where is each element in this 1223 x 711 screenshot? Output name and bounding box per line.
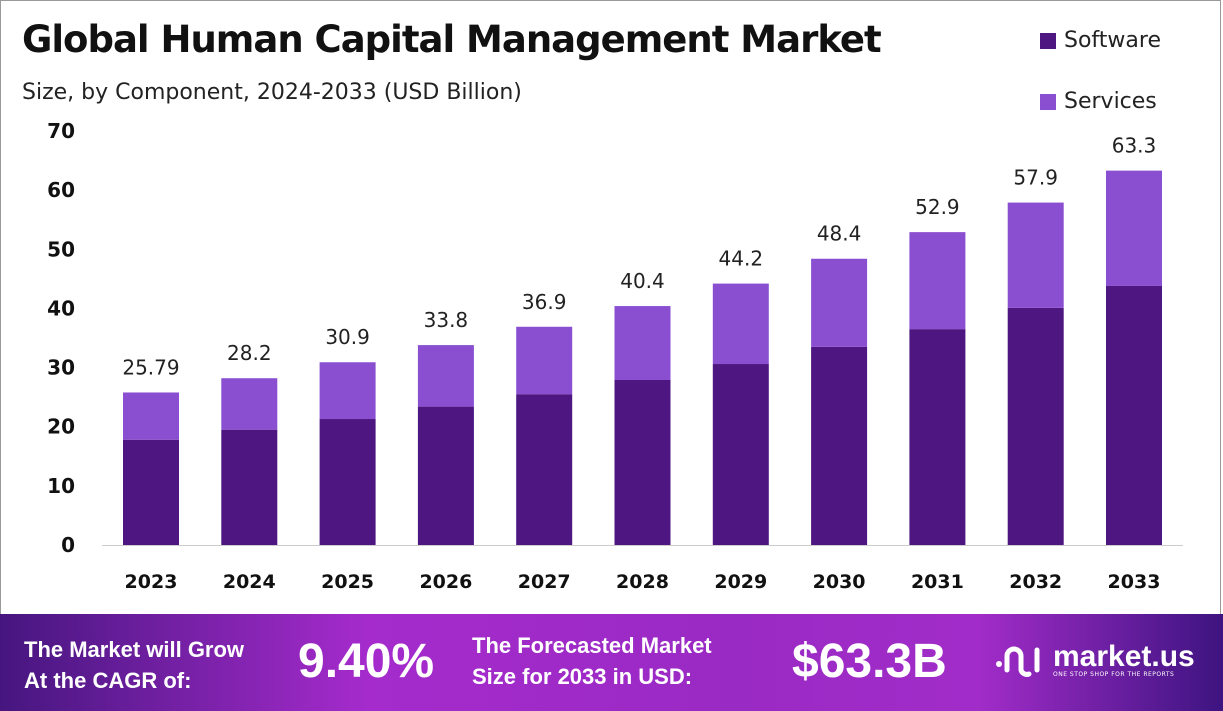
chart-title: Global Human Capital Management Market <box>22 18 882 61</box>
bar-services-2030 <box>811 258 868 347</box>
x-tick-label: 2023 <box>125 571 178 593</box>
logo-icon <box>996 646 1040 677</box>
total-label-2026: 33.8 <box>424 308 469 332</box>
y-tick-label: 40 <box>47 296 75 320</box>
bar-services-2031 <box>909 232 966 330</box>
bar-services-2027 <box>516 326 573 395</box>
total-label-2032: 57.9 <box>1013 166 1058 190</box>
legend-item-software: Software <box>1040 28 1161 53</box>
y-tick-label: 50 <box>47 237 75 261</box>
legend-swatch-software <box>1040 32 1056 49</box>
y-tick-label: 0 <box>61 533 75 557</box>
x-tick-label: 2026 <box>419 571 472 593</box>
legend-swatch-services <box>1040 93 1056 110</box>
x-tick-label: 2030 <box>813 571 866 593</box>
y-tick-label: 20 <box>47 415 75 439</box>
forecast-label-line2: Size for 2033 in USD: <box>472 664 693 689</box>
total-label-2024: 28.2 <box>227 341 272 365</box>
x-tick-label: 2029 <box>714 571 767 593</box>
total-label-2029: 44.2 <box>719 247 764 271</box>
bar-services-2032 <box>1007 202 1064 308</box>
bar-services-2028 <box>614 306 671 380</box>
bar-services-2023 <box>123 392 179 440</box>
x-tick-label: 2028 <box>616 571 669 593</box>
y-tick-label: 70 <box>47 119 75 143</box>
bar-services-2026 <box>417 345 474 407</box>
bar-software-2033 <box>1106 285 1162 545</box>
cagr-value: 9.40% <box>298 635 435 688</box>
bar-software-2030 <box>811 346 868 545</box>
footer-banner: The Market will Grow At the CAGR of: 9.4… <box>0 614 1223 711</box>
bar-software-2028 <box>614 379 671 545</box>
x-tick-label: 2032 <box>1009 571 1062 593</box>
bar-software-2027 <box>516 394 573 545</box>
bar-software-2031 <box>909 329 966 545</box>
bar-software-2025 <box>319 419 376 545</box>
legend-item-services: Services <box>1040 89 1157 114</box>
logo-name: market.us <box>1053 639 1195 673</box>
x-tick-label: 2033 <box>1108 571 1161 593</box>
bar-software-2023 <box>123 439 179 545</box>
x-tick-label: 2024 <box>223 571 276 593</box>
legend-label-services: Services <box>1064 89 1157 114</box>
total-label-2030: 48.4 <box>817 222 862 246</box>
y-tick-label: 30 <box>47 356 75 380</box>
legend-label-software: Software <box>1064 28 1161 53</box>
total-label-2025: 30.9 <box>325 325 370 349</box>
total-label-2028: 40.4 <box>620 269 665 293</box>
bar-software-2024 <box>221 429 278 545</box>
bar-software-2032 <box>1007 307 1064 545</box>
x-tick-label: 2031 <box>911 571 964 593</box>
cagr-label-line2: At the CAGR of: <box>24 668 192 693</box>
total-label-2031: 52.9 <box>915 195 960 219</box>
bar-services-2029 <box>712 283 769 365</box>
bar-software-2026 <box>417 406 474 545</box>
bar-chart: 01020304050607025.79202328.2202430.92025… <box>47 119 1183 593</box>
bar-services-2025 <box>319 362 376 420</box>
total-label-2033: 63.3 <box>1112 134 1157 158</box>
bar-software-2029 <box>712 364 769 545</box>
bar-services-2024 <box>221 378 278 430</box>
chart-subtitle: Size, by Component, 2024-2033 (USD Billi… <box>22 80 522 105</box>
y-tick-label: 60 <box>47 178 75 202</box>
total-label-2027: 36.9 <box>522 290 567 314</box>
y-tick-label: 10 <box>47 474 75 498</box>
bar-services-2033 <box>1106 170 1162 286</box>
market-us-logo: market.us ONE STOP SHOP FOR THE REPORTS <box>995 640 1195 680</box>
total-label-2023: 25.79 <box>122 355 179 379</box>
forecast-label-line1: The Forecasted Market <box>472 633 712 658</box>
forecast-value: $63.3B <box>792 635 947 688</box>
x-tick-label: 2025 <box>321 571 374 593</box>
logo-tagline: ONE STOP SHOP FOR THE REPORTS <box>1053 670 1175 678</box>
forecast-label: The Forecasted Market Size for 2033 in U… <box>472 630 712 692</box>
x-tick-label: 2027 <box>518 571 571 593</box>
cagr-label: The Market will Grow At the CAGR of: <box>24 634 244 696</box>
cagr-label-line1: The Market will Grow <box>24 637 245 662</box>
